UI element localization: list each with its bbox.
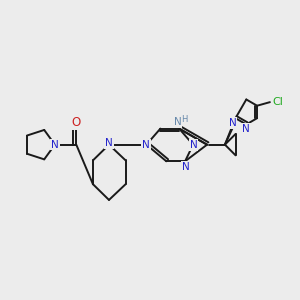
Text: N: N xyxy=(174,117,182,127)
Text: N: N xyxy=(190,140,198,150)
Text: O: O xyxy=(72,116,81,129)
Text: N: N xyxy=(242,124,250,134)
Text: N: N xyxy=(105,139,113,148)
Text: N: N xyxy=(142,140,150,150)
Text: H: H xyxy=(181,115,188,124)
Text: N: N xyxy=(51,140,59,150)
Text: N: N xyxy=(182,162,190,172)
Text: Cl: Cl xyxy=(272,97,284,106)
Text: N: N xyxy=(229,118,236,128)
